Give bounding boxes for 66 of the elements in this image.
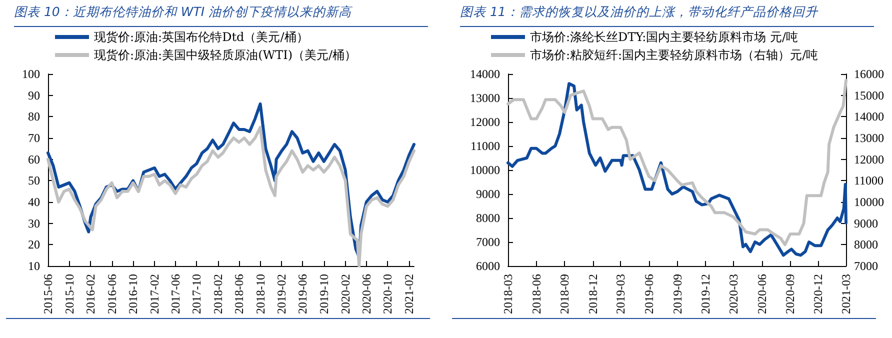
x-tick-label: 2020-03 <box>726 274 740 314</box>
x-tick-label: 2016-06 <box>104 274 119 314</box>
y2-tick-label: 12000 <box>854 152 884 166</box>
y2-tick-label: 15000 <box>854 88 884 102</box>
x-tick-label: 2018-03 <box>501 274 515 314</box>
y-tick-label: 60 <box>28 152 40 166</box>
y-tick-label: 9000 <box>476 187 500 201</box>
y2-tick-label: 11000 <box>854 174 884 188</box>
x-tick-label: 2020-09 <box>783 274 798 314</box>
y-tick-label: 6000 <box>476 259 500 273</box>
x-tick-label: 2021-03 <box>839 274 853 314</box>
chart-title: 图表 10：近期布伦特油价和 WTI 油价创下疫情以来的新高 <box>14 4 428 27</box>
x-tick-label: 2018-06 <box>232 274 246 314</box>
y-tick-label: 40 <box>28 195 40 209</box>
legend-label: 现货价:原油:美国中级轻质原油(WTI)（美元/桶） <box>94 48 357 62</box>
x-tick-label: 2017-02 <box>147 274 162 314</box>
y2-tick-label: 7000 <box>854 259 878 273</box>
y-tick-label: 12000 <box>470 115 500 129</box>
x-tick-label: 2020-06 <box>754 274 769 314</box>
y-tick-label: 8000 <box>476 211 500 225</box>
x-tick-label: 2019-06 <box>642 274 656 314</box>
y2-tick-label: 16000 <box>854 67 884 81</box>
x-tick-label: 2015-06 <box>41 274 55 314</box>
x-tick-label: 2019-03 <box>614 274 628 314</box>
x-tick-label: 2018-12 <box>586 274 600 314</box>
y-tick-label: 11000 <box>470 139 500 153</box>
y2-tick-label: 14000 <box>854 110 884 124</box>
y2-tick-label: 8000 <box>854 238 878 252</box>
x-tick-label: 2017-10 <box>190 274 204 314</box>
x-tick-label: 2020-12 <box>811 274 826 314</box>
y-tick-label: 70 <box>28 131 40 145</box>
x-tick-label: 2018-10 <box>253 274 268 314</box>
y-tick-label: 7000 <box>476 235 500 249</box>
legend-label: 市场价:粘胶短纤:国内主要轻纺原料市场（右轴）元/吨 <box>530 48 818 62</box>
y-tick-label: 10 <box>28 259 40 273</box>
x-tick-label: 2019-02 <box>274 274 289 314</box>
x-tick-label: 2019-10 <box>316 274 331 314</box>
y-tick-label: 80 <box>28 110 40 124</box>
y2-tick-label: 13000 <box>854 131 884 145</box>
y-tick-label: 90 <box>28 88 40 102</box>
x-tick-label: 2019-12 <box>698 274 712 314</box>
y-tick-label: 13000 <box>470 91 500 105</box>
x-tick-label: 2016-10 <box>126 274 140 314</box>
y2-tick-label: 9000 <box>854 216 878 230</box>
y-tick-label: 30 <box>28 216 40 230</box>
x-tick-label: 2020-06 <box>359 274 374 314</box>
x-tick-label: 2020-02 <box>338 274 352 314</box>
y-tick-label: 20 <box>28 238 40 252</box>
x-tick-label: 2020-10 <box>380 274 395 314</box>
x-tick-label: 2018-09 <box>558 274 572 314</box>
legend-label: 现货价:原油:英国布伦特Dtd（美元/桶） <box>94 30 308 44</box>
chart-title: 图表 11：需求的恢复以及油价的上涨，带动化纤产品价格回升 <box>460 4 874 27</box>
x-tick-label: 2016-02 <box>84 274 98 314</box>
y-tick-label: 14000 <box>470 67 500 81</box>
y-tick-label: 50 <box>28 174 40 188</box>
x-tick-label: 2018-06 <box>529 274 544 314</box>
y2-tick-label: 10000 <box>854 195 884 209</box>
x-tick-label: 2021-02 <box>402 274 416 314</box>
x-tick-label: 2018-02 <box>211 274 226 314</box>
legend-label: 市场价:涤纶长丝DTY:国内主要轻纺原料市场 元/吨 <box>530 30 798 44</box>
x-tick-label: 2019-09 <box>670 274 684 314</box>
x-tick-label: 2019-06 <box>296 274 310 314</box>
y-tick-label: 10000 <box>470 163 500 177</box>
y-tick-label: 100 <box>22 67 40 81</box>
x-tick-label: 2015-10 <box>62 274 76 314</box>
x-tick-label: 2017-06 <box>168 274 182 314</box>
